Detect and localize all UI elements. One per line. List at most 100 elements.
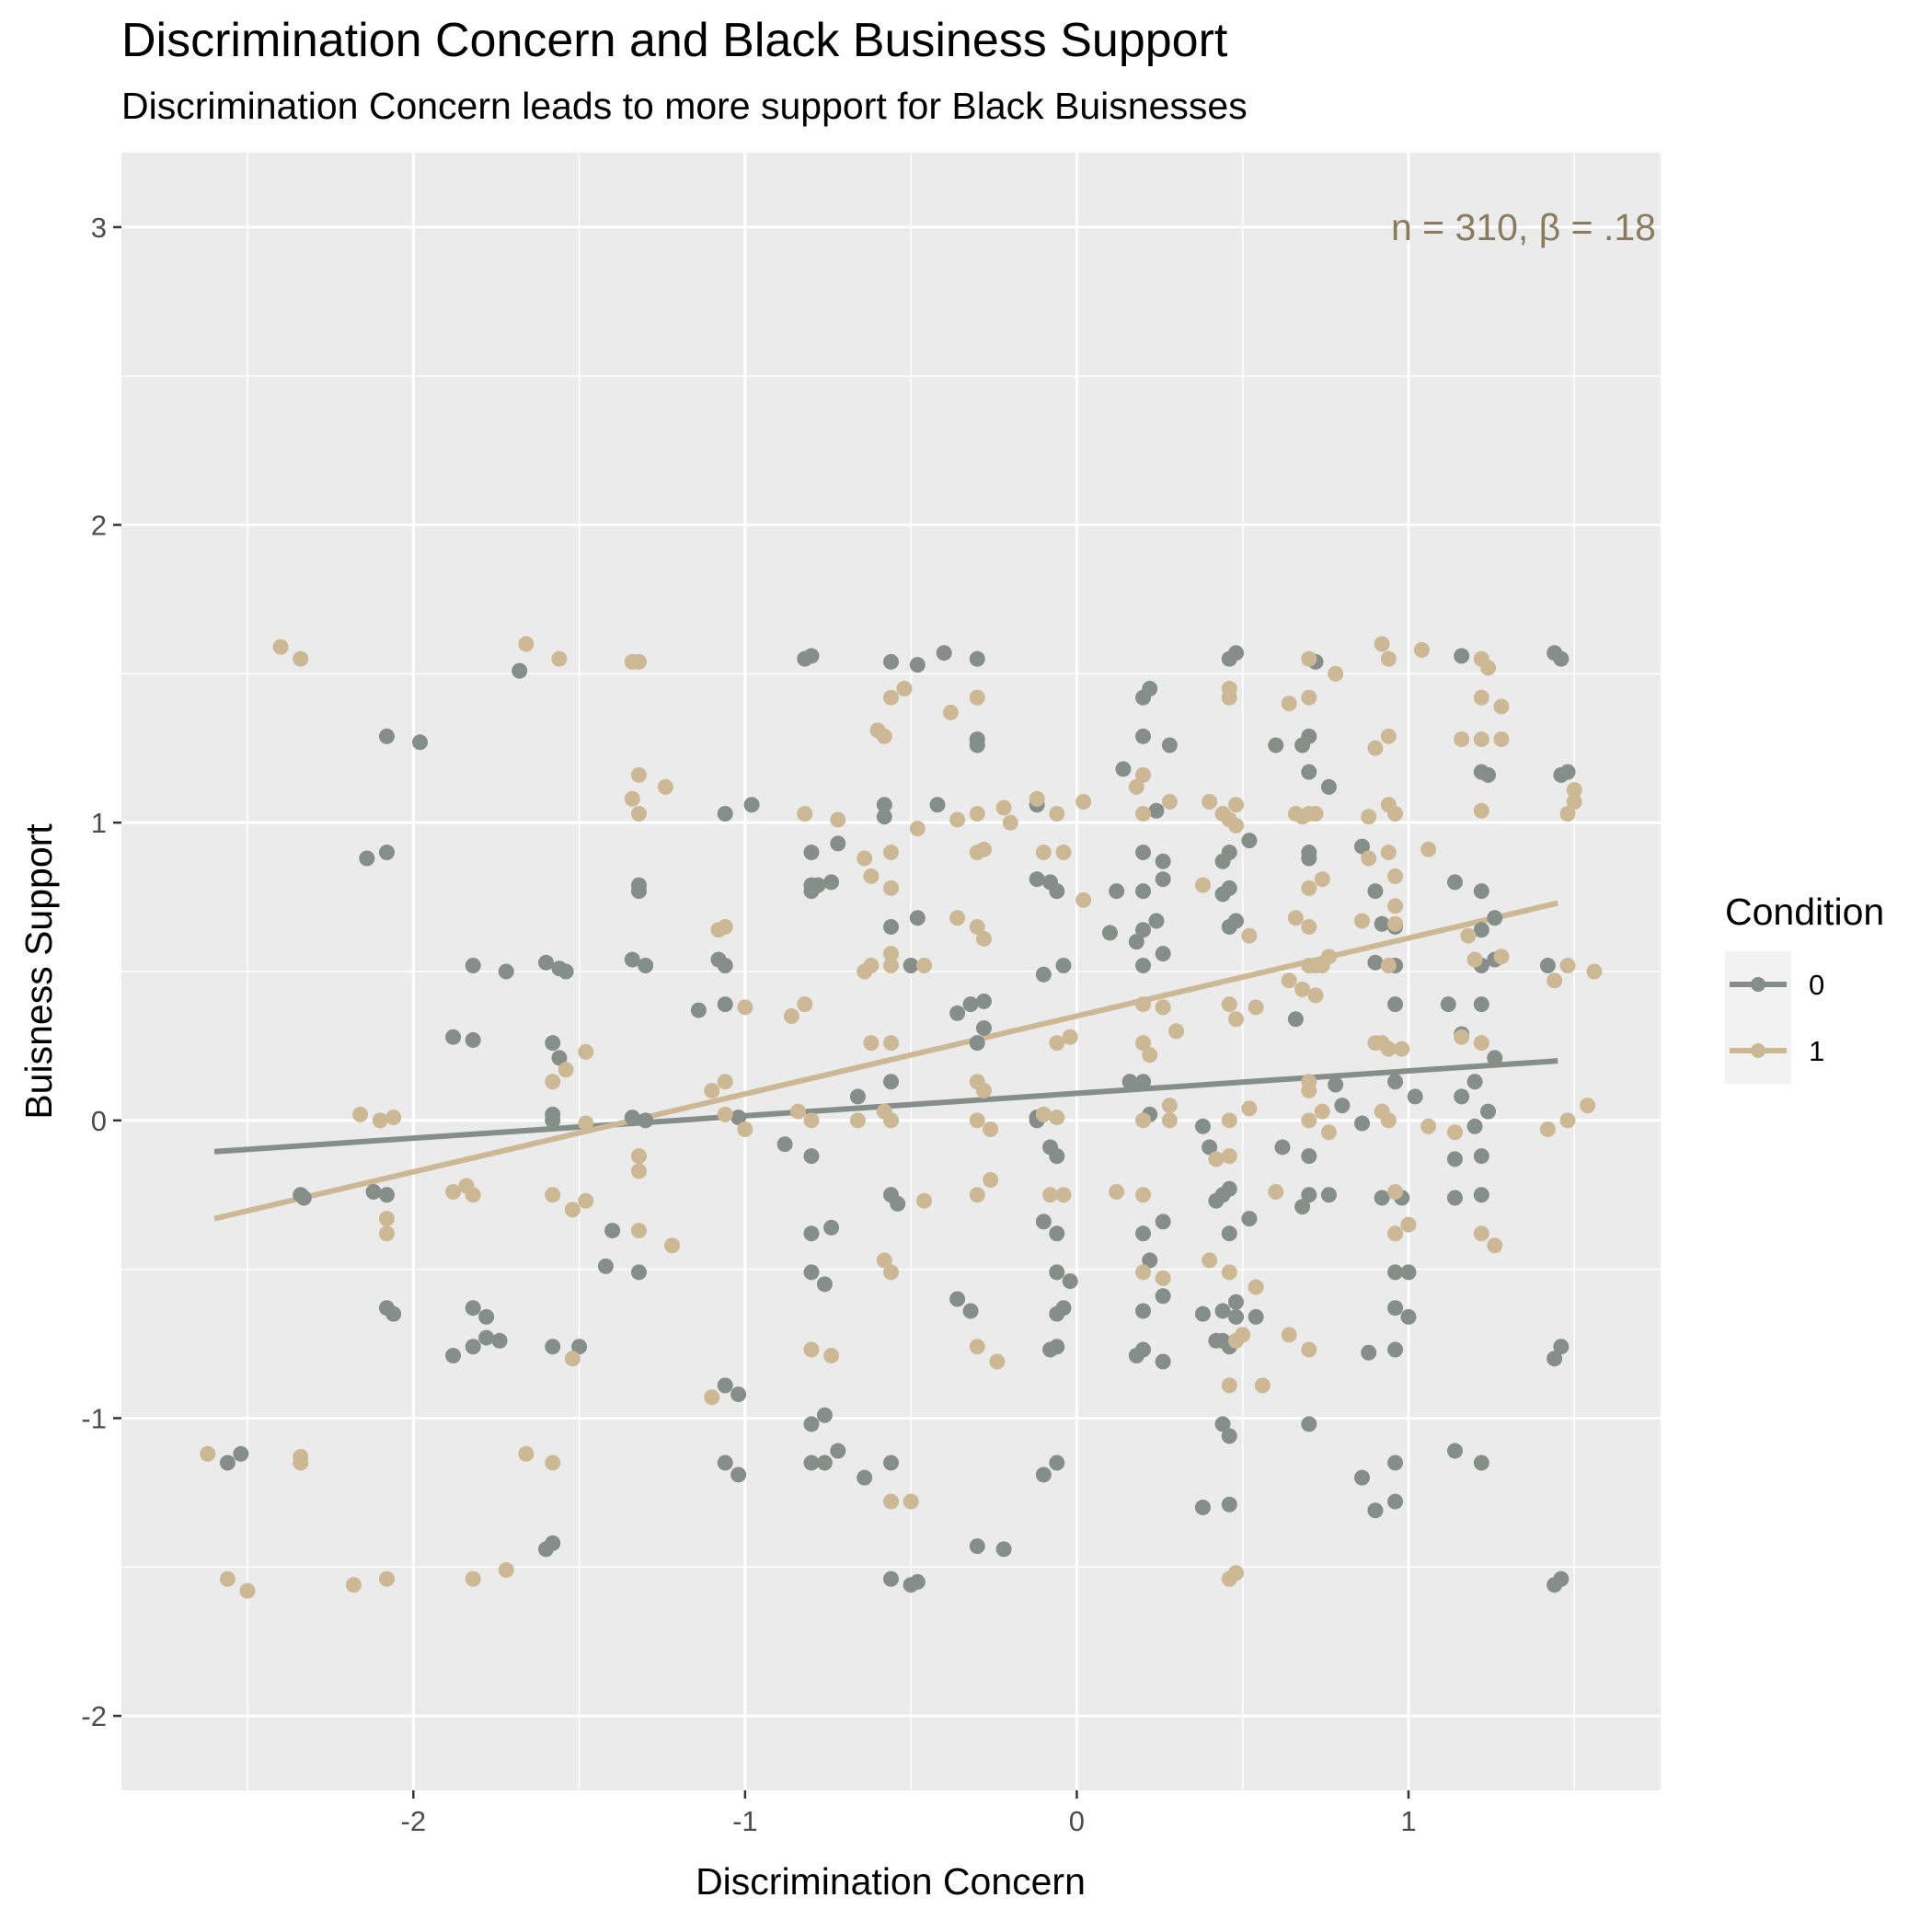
point-s1-47 — [737, 999, 753, 1016]
point-s1-180 — [1361, 809, 1377, 825]
point-s0-169 — [1221, 1428, 1237, 1444]
point-s1-52 — [830, 811, 846, 828]
point-s0-6 — [378, 728, 395, 744]
point-s0-211 — [1387, 1493, 1404, 1510]
point-s1-37 — [630, 1148, 647, 1165]
point-s0-136 — [1135, 728, 1152, 744]
point-s0-165 — [1248, 1308, 1264, 1325]
point-s1-53 — [790, 1103, 807, 1120]
point-s0-140 — [1155, 946, 1171, 962]
y-axis-title: Buisness Support — [17, 823, 60, 1120]
point-s0-39 — [630, 883, 647, 900]
point-s1-162 — [1281, 972, 1297, 989]
point-s1-228 — [1566, 794, 1582, 811]
point-s1-124 — [1161, 1098, 1178, 1114]
point-s1-89 — [975, 930, 992, 947]
point-s0-118 — [1049, 1305, 1065, 1322]
point-s0-180 — [1274, 1139, 1291, 1156]
point-s1-143 — [1221, 1148, 1237, 1165]
point-s1-193 — [1380, 958, 1397, 974]
point-s1-137 — [1227, 1011, 1244, 1028]
point-s1-91 — [1002, 814, 1018, 831]
point-s0-112 — [1049, 1148, 1065, 1165]
point-s0-21 — [498, 963, 514, 980]
point-s0-167 — [1221, 1496, 1237, 1512]
point-s1-13 — [378, 1570, 395, 1587]
point-s0-26 — [545, 1035, 561, 1052]
point-s1-48 — [704, 1389, 720, 1406]
point-s1-109 — [1049, 1110, 1065, 1126]
point-s1-131 — [1221, 689, 1237, 706]
point-s1-115 — [1135, 805, 1152, 822]
point-s0-166 — [1194, 1500, 1211, 1516]
point-s1-62 — [863, 868, 880, 884]
point-s0-131 — [1135, 883, 1152, 900]
point-s1-148 — [1221, 1377, 1237, 1394]
point-s1-172 — [1328, 665, 1344, 682]
point-s0-19 — [478, 1329, 495, 1346]
point-s0-115 — [1049, 1264, 1065, 1281]
point-s0-46 — [717, 996, 733, 1013]
point-s1-139 — [1241, 1100, 1258, 1117]
point-s1-9 — [378, 1211, 395, 1227]
point-s0-100 — [962, 1303, 979, 1319]
point-s1-200 — [1387, 1183, 1404, 1200]
point-s1-102 — [1055, 845, 1072, 861]
point-s1-0 — [272, 638, 289, 655]
point-s1-177 — [1320, 1124, 1337, 1141]
point-s0-227 — [1466, 1074, 1483, 1090]
point-s1-226 — [1559, 805, 1576, 822]
point-s1-175 — [1301, 1112, 1317, 1129]
point-s1-104 — [1075, 794, 1092, 811]
y-tick-label-5: 3 — [91, 212, 107, 244]
point-s0-209 — [1387, 1341, 1404, 1358]
point-s1-90 — [995, 799, 1012, 816]
point-s1-1 — [293, 650, 309, 667]
point-s0-72 — [830, 1443, 846, 1459]
y-tick-label-4: 2 — [91, 510, 107, 542]
point-s1-22 — [545, 1455, 561, 1471]
point-s0-151 — [1194, 1118, 1211, 1134]
point-s1-225 — [1559, 1112, 1576, 1129]
point-s1-149 — [1248, 1279, 1264, 1295]
point-s0-80 — [903, 958, 919, 974]
point-s0-34 — [604, 1223, 621, 1239]
point-s0-143 — [1135, 1225, 1152, 1242]
point-s1-116 — [1135, 996, 1152, 1013]
point-s1-223 — [1547, 972, 1563, 989]
point-s0-81 — [909, 910, 926, 926]
x-tick-label-1: -1 — [732, 1805, 758, 1837]
point-s0-33 — [545, 1535, 561, 1551]
point-s0-203 — [1374, 915, 1390, 932]
point-s1-161 — [1287, 910, 1304, 926]
point-s1-10 — [378, 1225, 395, 1242]
point-s0-200 — [1367, 1502, 1384, 1519]
point-s1-96 — [969, 1187, 985, 1203]
point-s1-204 — [1413, 641, 1430, 658]
point-s1-171 — [1320, 949, 1337, 965]
point-s0-144 — [1142, 1252, 1158, 1269]
point-s1-70 — [863, 1035, 880, 1052]
point-s0-222 — [1446, 1190, 1463, 1206]
point-s0-125 — [1115, 761, 1132, 777]
point-s0-130 — [1135, 845, 1152, 861]
legend-key-dot-1 — [1751, 1043, 1765, 1058]
point-s0-76 — [876, 797, 892, 813]
point-s1-183 — [1361, 850, 1377, 867]
point-s1-191 — [1387, 898, 1404, 914]
point-s1-27 — [545, 1187, 561, 1203]
point-s0-179 — [1268, 737, 1284, 753]
point-s1-160 — [1301, 689, 1317, 706]
point-s0-122 — [1049, 1455, 1065, 1471]
point-s0-52 — [730, 1110, 747, 1126]
point-s0-42 — [638, 1112, 654, 1129]
point-s0-234 — [1473, 1148, 1489, 1165]
point-s0-219 — [1446, 874, 1463, 891]
point-s0-83 — [890, 1195, 906, 1212]
point-s0-84 — [883, 1455, 899, 1471]
point-s0-185 — [1301, 764, 1317, 780]
point-s1-7 — [352, 1106, 369, 1122]
point-s0-12 — [445, 1029, 462, 1045]
point-s0-30 — [545, 1339, 561, 1355]
point-s0-138 — [1155, 871, 1171, 888]
